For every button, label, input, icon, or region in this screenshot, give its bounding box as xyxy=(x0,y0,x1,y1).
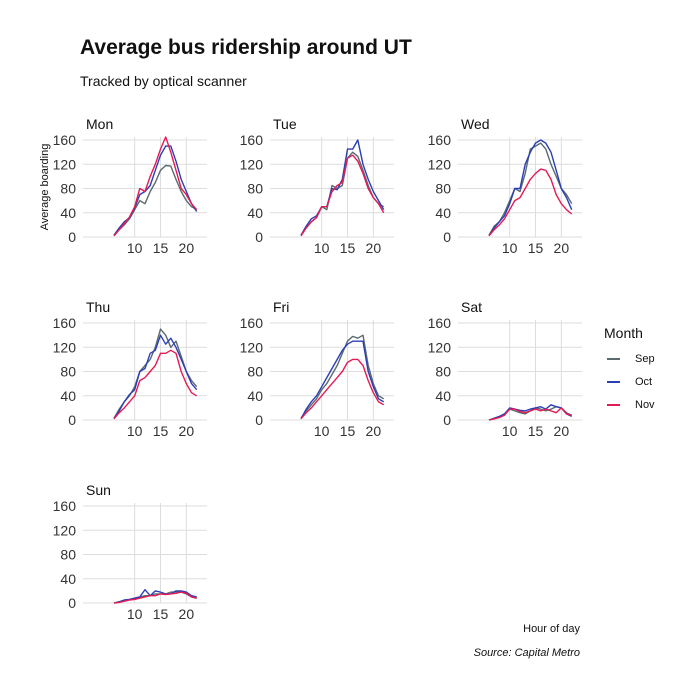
legend-key-sep xyxy=(607,358,620,360)
y-tick-label: 120 xyxy=(53,156,77,172)
y-tick-label: 40 xyxy=(247,388,263,404)
y-tick-label: 80 xyxy=(435,364,451,380)
y-tick-label: 160 xyxy=(240,132,264,148)
x-tick-label: 15 xyxy=(340,423,356,439)
series-line-tue-nov xyxy=(300,154,385,237)
legend-label-sep: Sep xyxy=(635,353,655,365)
y-tick-label: 0 xyxy=(68,229,76,245)
legend-key-nov xyxy=(607,404,620,406)
x-tick-label: 20 xyxy=(179,423,195,439)
x-tick-label: 20 xyxy=(366,240,382,256)
panel-title-fri: Fri xyxy=(273,299,289,315)
x-tick-label: 20 xyxy=(179,606,195,622)
y-tick-label: 120 xyxy=(428,156,452,172)
series-line-sun-oct xyxy=(113,589,197,604)
y-tick-label: 40 xyxy=(247,205,263,221)
y-tick-label: 120 xyxy=(240,156,264,172)
x-tick-label: 10 xyxy=(127,240,143,256)
y-tick-label: 160 xyxy=(53,315,77,331)
y-tick-label: 40 xyxy=(60,388,76,404)
y-tick-label: 120 xyxy=(53,522,77,538)
y-tick-label: 80 xyxy=(247,181,263,197)
x-tick-label: 10 xyxy=(127,606,143,622)
y-axis-label: Average boarding xyxy=(39,144,51,231)
y-tick-label: 160 xyxy=(240,315,264,331)
panel-title-sat: Sat xyxy=(461,299,482,315)
series-line-sat-oct xyxy=(488,404,573,421)
series-line-mon-sep xyxy=(113,164,198,237)
x-tick-label: 10 xyxy=(502,423,518,439)
x-tick-label: 20 xyxy=(179,240,195,256)
x-tick-label: 20 xyxy=(366,423,382,439)
y-tick-label: 0 xyxy=(443,229,451,245)
series-line-sat-nov xyxy=(488,407,572,421)
x-tick-label: 15 xyxy=(153,423,169,439)
series-line-wed-oct xyxy=(488,139,573,237)
x-tick-label: 15 xyxy=(153,240,169,256)
y-tick-label: 80 xyxy=(60,547,76,563)
y-tick-label: 120 xyxy=(53,339,77,355)
series-line-wed-nov xyxy=(488,168,573,237)
y-tick-label: 0 xyxy=(255,229,263,245)
y-tick-label: 160 xyxy=(428,315,452,331)
x-tick-label: 15 xyxy=(153,606,169,622)
y-tick-label: 0 xyxy=(68,595,76,611)
x-tick-label: 20 xyxy=(554,423,570,439)
legend-label-oct: Oct xyxy=(635,376,653,388)
series-line-wed-sep xyxy=(488,142,573,236)
x-tick-label: 15 xyxy=(528,423,544,439)
series-line-fri-nov xyxy=(300,358,385,420)
series-line-mon-nov xyxy=(113,136,198,237)
y-tick-label: 80 xyxy=(60,364,76,380)
y-tick-label: 0 xyxy=(255,412,263,428)
panel-title-mon: Mon xyxy=(86,116,113,132)
y-tick-label: 160 xyxy=(53,132,77,148)
x-tick-label: 15 xyxy=(340,240,356,256)
y-tick-label: 80 xyxy=(60,181,76,197)
y-tick-label: 40 xyxy=(435,388,451,404)
panel-title-sun: Sun xyxy=(86,482,111,498)
x-axis-label: Hour of day xyxy=(523,623,580,635)
x-tick-label: 10 xyxy=(314,240,330,256)
y-tick-label: 0 xyxy=(68,412,76,428)
series-line-thu-nov xyxy=(113,349,198,420)
panel-title-tue: Tue xyxy=(273,116,297,132)
chart-title: Average bus ridership around UT xyxy=(80,36,412,59)
chart-caption: Source: Capital Metro xyxy=(473,647,580,659)
series-line-fri-oct xyxy=(300,340,385,420)
panel-title-wed: Wed xyxy=(461,116,490,132)
y-tick-label: 80 xyxy=(247,364,263,380)
x-tick-label: 10 xyxy=(502,240,518,256)
y-tick-label: 160 xyxy=(53,498,77,514)
y-tick-label: 120 xyxy=(428,339,452,355)
y-tick-label: 40 xyxy=(60,571,76,587)
series-line-fri-sep xyxy=(300,334,385,419)
y-tick-label: 80 xyxy=(435,181,451,197)
series-line-sun-nov xyxy=(113,591,197,604)
x-tick-label: 10 xyxy=(127,423,143,439)
panel-title-thu: Thu xyxy=(86,299,110,315)
x-tick-label: 15 xyxy=(528,240,544,256)
y-tick-label: 40 xyxy=(435,205,451,221)
legend-title: Month xyxy=(604,325,643,341)
x-tick-label: 10 xyxy=(314,423,330,439)
chart-subtitle: Tracked by optical scanner xyxy=(80,73,247,89)
y-tick-label: 0 xyxy=(443,412,451,428)
x-tick-label: 20 xyxy=(554,240,570,256)
y-tick-label: 40 xyxy=(60,205,76,221)
y-tick-label: 160 xyxy=(428,132,452,148)
legend-key-oct xyxy=(607,381,620,383)
y-tick-label: 120 xyxy=(240,339,264,355)
legend-label-nov: Nov xyxy=(635,399,655,411)
series-line-thu-oct xyxy=(113,334,198,420)
